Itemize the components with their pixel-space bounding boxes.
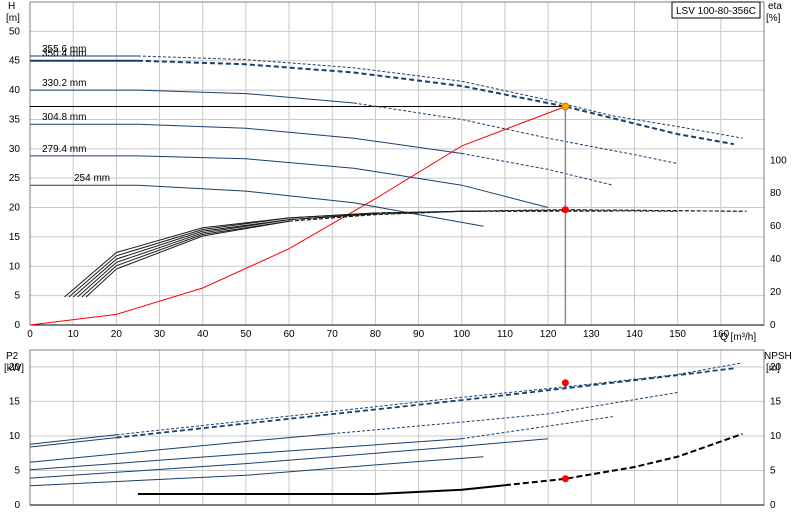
eta-axis-title: eta xyxy=(768,1,782,12)
model-label-box: LSV 100-80-356C xyxy=(671,1,761,19)
x-tick-label: 110 xyxy=(497,329,513,340)
eta-curve-5-solid xyxy=(85,220,290,298)
head-curve-0-dashed xyxy=(137,55,743,139)
power-curve-5-solid xyxy=(29,456,484,487)
y-tick-label: 50 xyxy=(9,26,21,37)
top-plot-frame xyxy=(29,1,765,326)
p2-tick-label: 5 xyxy=(14,465,20,476)
eta-curve-5-dashed xyxy=(289,209,747,222)
eta-curve-3-solid xyxy=(77,213,376,298)
y-tick-label: 5 xyxy=(14,291,20,302)
head-curve-label: 254 mm xyxy=(74,173,110,184)
npsh-tick-label: 20 xyxy=(770,362,782,373)
npsh-axis-unit: [m] xyxy=(766,363,780,374)
p2-axis-title: P2 xyxy=(6,351,19,362)
x-tick-label: 130 xyxy=(583,329,600,340)
eta-tick-label: 100 xyxy=(770,155,787,166)
power-curve-0-solid xyxy=(29,434,117,445)
y-tick-label: 10 xyxy=(9,261,21,272)
power-curve-0-dashed xyxy=(116,362,743,436)
x-tick-label: 80 xyxy=(370,329,382,340)
eta-tick-label: 80 xyxy=(770,188,782,199)
y-axis-unit: [m] xyxy=(6,13,20,24)
y-tick-label: 15 xyxy=(9,232,21,243)
x-tick-label: 70 xyxy=(327,329,339,340)
duty-point-marker xyxy=(561,102,570,111)
power-curve-3-dashed xyxy=(461,416,613,440)
model-label: LSV 100-80-356C xyxy=(676,6,756,17)
p2-tick-label: 10 xyxy=(9,431,21,442)
eta-tick-label: 0 xyxy=(770,320,776,331)
system-curve xyxy=(29,106,566,326)
head-curve-2-dashed xyxy=(353,102,678,164)
y-tick-label: 40 xyxy=(9,85,21,96)
p2-tick-label: 15 xyxy=(9,396,21,407)
x-tick-label: 120 xyxy=(540,329,557,340)
x-tick-label: 90 xyxy=(413,329,425,340)
eta-curve-3-dashed xyxy=(375,209,678,215)
y-tick-label: 0 xyxy=(14,320,20,331)
npsh-axis-title: NPSH xyxy=(764,351,792,362)
x-tick-label: 40 xyxy=(197,329,209,340)
x-tick-label: 100 xyxy=(453,329,470,340)
power-curve-2-dashed xyxy=(332,392,678,435)
x-tick-label: 20 xyxy=(111,329,123,340)
npsh-point-marker xyxy=(561,475,569,483)
x-tick-label: 50 xyxy=(240,329,252,340)
eta-point-marker xyxy=(561,206,569,214)
npsh-curve-dashed xyxy=(504,432,743,487)
x-tick-label: 140 xyxy=(626,329,643,340)
npsh-curve-solid xyxy=(137,484,506,495)
p2-axis-unit: [kW] xyxy=(4,363,24,374)
eta-axis-unit: [%] xyxy=(766,13,781,24)
eta-tick-label: 20 xyxy=(770,287,782,298)
npsh-tick-label: 10 xyxy=(770,431,782,442)
y-tick-label: 45 xyxy=(9,56,21,67)
head-curve-1-dashed xyxy=(137,59,734,146)
head-eta-chart: 0 10 20 30 40 50 60 70 80 90 100 110 120 130 140 150 160… xyxy=(6,1,787,343)
head-curve-3-solid xyxy=(30,123,462,154)
head-curve-label: 304.8 mm xyxy=(42,112,86,123)
npsh-tick-label: 0 xyxy=(770,500,776,511)
x-axis-title: Q [m³/h] xyxy=(720,332,756,343)
y-axis-title: H xyxy=(8,1,15,12)
p2-point-marker xyxy=(561,379,569,387)
x-tick-label: 160 xyxy=(712,329,729,340)
npsh-tick-label: 15 xyxy=(770,396,782,407)
p2-tick-label: 20 xyxy=(9,362,21,373)
head-curve-label: 279.4 mm xyxy=(42,144,86,155)
head-curve-5-solid xyxy=(30,184,484,227)
head-curve-3-dashed xyxy=(461,153,614,186)
y-tick-label: 35 xyxy=(9,114,21,125)
x-tick-label: 150 xyxy=(669,329,686,340)
eta-curve-1-solid xyxy=(68,212,376,298)
x-tick-label: 0 xyxy=(27,329,33,340)
power-curve-2-solid xyxy=(29,433,333,463)
head-curve-label: 350.4 mm xyxy=(42,49,86,60)
eta-tick-label: 60 xyxy=(770,221,782,232)
eta-curve-4-solid xyxy=(81,220,290,298)
head-curve-label: 330.2 mm xyxy=(42,78,86,89)
npsh-tick-label: 5 xyxy=(770,465,776,476)
x-tick-label: 30 xyxy=(154,329,166,340)
power-curve-3-solid xyxy=(29,438,462,471)
head-curve-2-solid xyxy=(30,89,354,104)
eta-tick-label: 40 xyxy=(770,254,782,265)
y-tick-label: 25 xyxy=(9,173,21,184)
x-tick-label: 60 xyxy=(283,329,295,340)
power-curve-4-solid xyxy=(29,438,549,479)
p2-tick-label: 0 xyxy=(14,500,20,511)
x-tick-label: 10 xyxy=(68,329,80,340)
y-tick-label: 20 xyxy=(9,203,21,214)
head-curve-4-solid xyxy=(30,155,549,208)
head-curve-label: 355.6 mm xyxy=(42,44,86,55)
power-curve-1-solid xyxy=(29,437,117,448)
power-curve-1-dashed xyxy=(116,367,734,439)
y-tick-label: 30 xyxy=(9,144,21,155)
